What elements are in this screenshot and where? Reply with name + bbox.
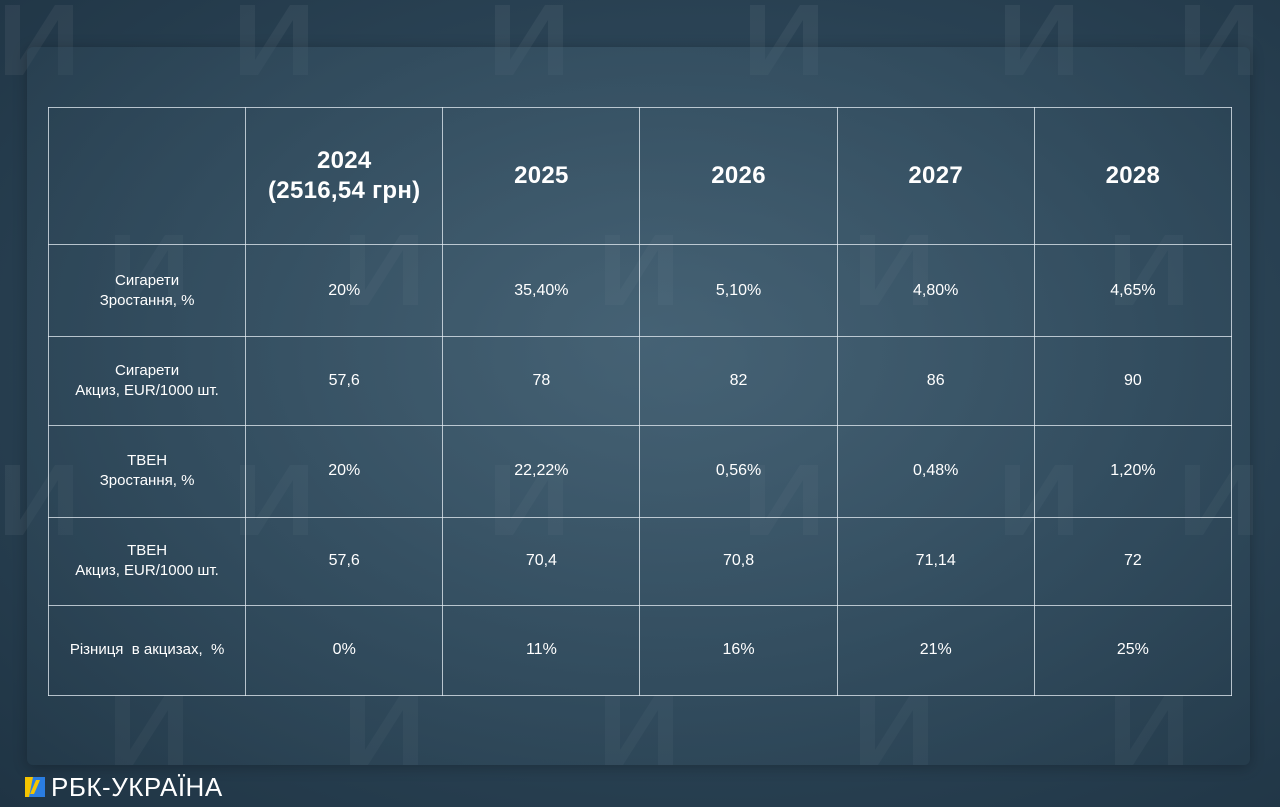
table-row: ТВЕН Акциз, EUR/1000 шт. 57,6 70,4 70,8 …: [47, 516, 1233, 606]
table-cell: 22,22%: [442, 424, 641, 518]
table-cell: 78: [442, 336, 641, 426]
row-label-line1: ТВЕН: [127, 542, 168, 560]
header-2025: 2025: [442, 106, 641, 246]
brand-name: РБК-УКРАЇНА: [51, 771, 223, 802]
table-cell: 86: [836, 336, 1035, 426]
table-cell: 82: [639, 336, 838, 426]
row-label-line1: Сигарети: [115, 361, 180, 379]
header-2024: 2024 (2516,54 грн): [245, 106, 444, 246]
header-2024-price: (2516,54 грн): [268, 177, 421, 205]
table-cell: 20%: [245, 424, 444, 518]
table-cell: 25%: [1033, 604, 1233, 697]
table-cell: 57,6: [245, 516, 444, 606]
table-row: ТВЕН Зростання, % 20% 22,22% 0,56% 0,48%…: [47, 424, 1233, 518]
table-cell: 71,14: [836, 516, 1035, 606]
row-label-line2: Акциз, EUR/1000 шт.: [75, 381, 219, 399]
table-cell: 0,48%: [836, 424, 1035, 518]
table-cell: 70,4: [442, 516, 641, 606]
header-row: 2024 (2516,54 грн) 2025 2026 2027 2028: [47, 106, 1233, 246]
table-row: Різниця в акцизах, % 0% 11% 16% 21% 25%: [47, 604, 1233, 697]
row-label-line1: ТВЕН: [127, 452, 168, 470]
table-row: Сигарети Зростання, % 20% 35,40% 5,10% 4…: [47, 244, 1233, 338]
table-cell: 72: [1033, 516, 1233, 606]
table-cell: 0%: [245, 604, 444, 697]
table-cell: 35,40%: [442, 244, 641, 338]
table-cell: 1,20%: [1033, 424, 1233, 518]
row-label: Різниця в акцизах, %: [47, 604, 247, 697]
table-cell: 70,8: [639, 516, 838, 606]
row-label-line2: Акциз, EUR/1000 шт.: [75, 562, 219, 580]
header-2028: 2028: [1033, 106, 1233, 246]
table-cell: 4,65%: [1033, 244, 1233, 338]
table-cell: 21%: [836, 604, 1035, 697]
table-cell: 20%: [245, 244, 444, 338]
table-cell: 5,10%: [639, 244, 838, 338]
row-label: Сигарети Акциз, EUR/1000 шт.: [47, 336, 247, 426]
header-corner-cell: [47, 106, 247, 246]
table-cell: 4,80%: [836, 244, 1035, 338]
brand-footer: РБК-УКРАЇНА: [25, 772, 223, 802]
header-2026: 2026: [639, 106, 838, 246]
row-label-line1: Різниця в акцизах, %: [69, 641, 225, 659]
row-label: Сигарети Зростання, %: [47, 244, 247, 338]
row-label-line2: Зростання, %: [99, 291, 195, 309]
table-cell: 11%: [442, 604, 641, 697]
rbc-logo-icon: [25, 777, 45, 797]
row-label: ТВЕН Акциз, EUR/1000 шт.: [47, 516, 247, 606]
data-table: 2024 (2516,54 грн) 2025 2026 2027 2028 С…: [47, 106, 1233, 697]
row-label-line2: Зростання, %: [99, 472, 195, 490]
table-cell: 57,6: [245, 336, 444, 426]
table-cell: 16%: [639, 604, 838, 697]
row-label-line1: Сигарети: [115, 271, 180, 289]
table-cell: 0,56%: [639, 424, 838, 518]
table-cell: 90: [1033, 336, 1233, 426]
row-label: ТВЕН Зростання, %: [47, 424, 247, 518]
header-2024-year: 2024: [316, 147, 372, 175]
header-2027: 2027: [836, 106, 1035, 246]
table-row: Сигарети Акциз, EUR/1000 шт. 57,6 78 82 …: [47, 336, 1233, 426]
